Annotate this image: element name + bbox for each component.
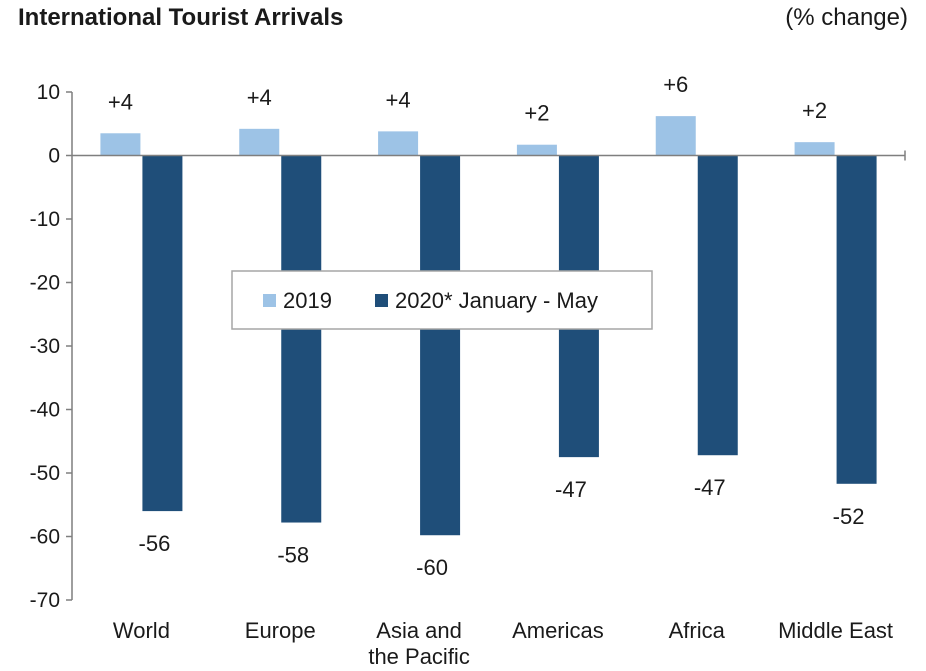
bar-2019 bbox=[100, 133, 141, 156]
y-tick-label: 0 bbox=[48, 145, 60, 168]
data-label-2019: +2 bbox=[524, 101, 549, 126]
category-label: the Pacific bbox=[368, 644, 470, 669]
y-tick-label: -20 bbox=[30, 272, 60, 295]
category-label: Africa bbox=[669, 618, 726, 643]
data-label-2020: -56 bbox=[139, 531, 171, 556]
legend-label-2019: 2019 bbox=[283, 288, 332, 313]
y-tick-label: -50 bbox=[30, 462, 60, 485]
chart-title: International Tourist Arrivals bbox=[18, 4, 344, 31]
category-label: Europe bbox=[245, 618, 316, 643]
legend-label-2020: 2020* January - May bbox=[395, 288, 598, 313]
category-label: Americas bbox=[512, 618, 604, 643]
y-tick-label: -40 bbox=[30, 399, 60, 422]
y-tick-label: -60 bbox=[30, 526, 60, 549]
category-label: Asia and bbox=[376, 618, 462, 643]
data-label-2019: +4 bbox=[247, 85, 272, 110]
data-label-2020: -47 bbox=[555, 477, 587, 502]
bar-2020 bbox=[836, 155, 877, 484]
legend: 2019 2020* January - May bbox=[231, 270, 653, 330]
legend-box bbox=[231, 270, 653, 330]
bar-2020 bbox=[281, 155, 322, 523]
data-label-2020: -60 bbox=[416, 555, 448, 580]
bar-2020 bbox=[142, 155, 183, 512]
data-label-2020: -47 bbox=[694, 475, 726, 500]
unit-label: (% change) bbox=[785, 4, 908, 31]
bar-2020 bbox=[697, 155, 738, 456]
data-label-2019: +4 bbox=[108, 89, 133, 114]
y-tick-label: 10 bbox=[37, 81, 60, 104]
data-label-2020: -58 bbox=[277, 543, 309, 568]
legend-swatch-2020 bbox=[375, 294, 388, 307]
bar-2019 bbox=[239, 128, 280, 156]
data-label-2020: -52 bbox=[833, 504, 865, 529]
data-label-2019: +4 bbox=[386, 87, 411, 112]
data-label-2019: +6 bbox=[663, 72, 688, 97]
category-label: Middle East bbox=[778, 618, 893, 643]
y-tick-label: -30 bbox=[30, 335, 60, 358]
bar-2020 bbox=[420, 155, 461, 536]
legend-swatch-2019 bbox=[263, 294, 276, 307]
bar-2019 bbox=[516, 144, 557, 156]
y-tick-label: -70 bbox=[30, 589, 60, 612]
bar-2019 bbox=[794, 142, 835, 156]
data-label-2019: +2 bbox=[802, 98, 827, 123]
bar-2019 bbox=[378, 131, 419, 156]
bar-2019 bbox=[655, 116, 696, 156]
y-tick-label: -10 bbox=[30, 208, 60, 231]
category-label: World bbox=[113, 618, 170, 643]
